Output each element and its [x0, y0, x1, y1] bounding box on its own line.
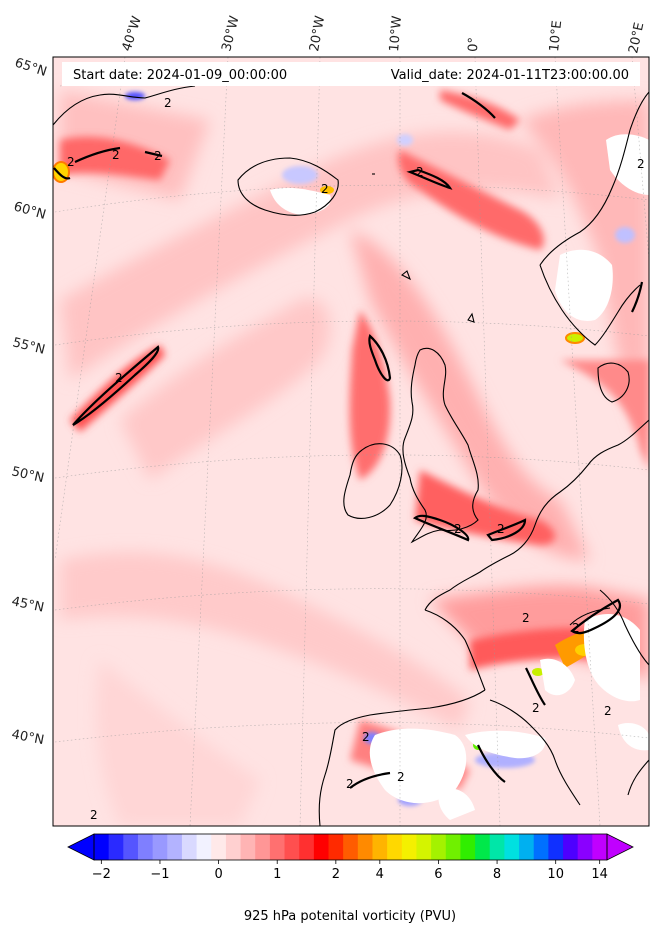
terrain-mask: [270, 134, 649, 820]
colorbar-tick-label: 2: [332, 867, 340, 882]
lat-label: 60°N: [12, 199, 48, 222]
colorbar-tick-label: 4: [376, 867, 384, 882]
contour-label: 2: [522, 611, 530, 625]
lat-label: 40°N: [10, 727, 45, 748]
lat-label: 65°N: [13, 56, 49, 80]
colorbar-cell: [225, 834, 242, 860]
colorbar-cell: [328, 834, 344, 860]
colorbar-cell: [137, 834, 154, 860]
colorbar-frame: [93, 833, 608, 861]
colorbar-tick-label: 10: [547, 867, 564, 882]
colorbar-extend-min: [67, 833, 95, 861]
contour-label: 2: [497, 522, 505, 536]
contour-label: 2: [637, 157, 645, 171]
colorbar-cell: [548, 834, 564, 860]
colorbar-cell: [460, 834, 476, 860]
colorbar-tick-label: 0: [214, 867, 222, 882]
colorbar-cell: [269, 834, 286, 860]
colorbar-cell: [416, 834, 432, 860]
colorbar-cell: [401, 834, 417, 860]
colorbar-cell: [372, 834, 388, 860]
colorbar: −2 −1 0 1 2 4 6 8 10 14 925 hPa potenital vortici…: [67, 833, 634, 924]
lat-label: 50°N: [10, 464, 45, 486]
colorbar-cell: [211, 834, 227, 860]
colorbar-cell: [196, 834, 212, 860]
lon-label: 20°E: [626, 21, 647, 55]
lon-label: 40°W: [120, 14, 145, 53]
colorbar-cell: [504, 834, 520, 860]
colorbar-tick-label: 1: [273, 867, 281, 882]
colorbar-cell: [240, 834, 256, 860]
colorbar-cell: [592, 834, 608, 860]
contour-label: 2: [362, 730, 370, 744]
colorbar-cells: [94, 834, 608, 860]
lon-label: 10°W: [387, 15, 405, 52]
contour-label: 2: [397, 770, 405, 784]
colorbar-cell: [387, 834, 403, 860]
contour-label: 2: [90, 808, 98, 822]
colorbar-tick-label: 8: [493, 867, 501, 882]
coastlines: [53, 69, 649, 826]
colorbar-tick-label: 14: [591, 867, 608, 882]
lon-label: 30°W: [219, 14, 242, 53]
lat-label: 55°N: [11, 335, 46, 357]
colorbar-cell: [94, 834, 110, 860]
colorbar-tick-label: 6: [434, 867, 442, 882]
colorbar-cell: [533, 834, 549, 860]
colorbar-cell: [299, 834, 315, 860]
start-date-label: Start date: 2024-01-09_00:00:00: [73, 68, 287, 83]
contour-label: 2: [454, 522, 462, 536]
contour-label: 2: [115, 371, 123, 385]
colorbar-cell: [284, 834, 300, 860]
colorbar-cell: [108, 834, 124, 860]
colorbar-cell: [489, 834, 505, 860]
contour-label: 2: [164, 96, 172, 110]
colorbar-label: 925 hPa potenital vorticity (PVU): [244, 909, 456, 924]
map-panel: 2 2 2 2 2 2 2 2 2 2 2 2 2 2 2 2 2 2 Star…: [53, 57, 649, 826]
lon-label: 20°W: [307, 15, 328, 53]
colorbar-cell: [123, 834, 139, 860]
contour-label: 2: [416, 165, 424, 179]
contour-label: 2: [532, 701, 540, 715]
contour-label: 2: [67, 155, 75, 169]
colorbar-cell: [577, 834, 593, 860]
colorbar-cell: [475, 834, 491, 860]
colorbar-cell: [343, 834, 359, 860]
colorbar-cell: [445, 834, 461, 860]
pv-contours: [53, 92, 644, 789]
colorbar-cell: [519, 834, 535, 860]
longitude-labels: 40°W 30°W 20°W 10°W 0° 10°E 20°E: [120, 14, 648, 55]
colorbar-extend-max: [606, 833, 634, 861]
colorbar-cell: [167, 834, 183, 860]
header-box: [62, 62, 640, 86]
contour-label: 2: [321, 182, 329, 196]
colorbar-ticks: −2 −1 0 1 2 4 6 8 10 14: [92, 860, 608, 882]
map-frame: [52, 56, 650, 827]
colorbar-tick-label: −1: [150, 867, 169, 882]
colorbar-cell: [181, 834, 198, 860]
contour-label: 2: [112, 148, 120, 162]
valid-date-label: Valid_date: 2024-01-11T23:00:00.00: [391, 68, 629, 83]
colorbar-cell: [313, 834, 330, 860]
contour-label: 2: [154, 149, 162, 163]
lon-label: 0°: [466, 37, 482, 52]
colorbar-cell: [255, 834, 271, 860]
colorbar-cell: [357, 834, 373, 860]
lon-label: 10°E: [547, 20, 565, 53]
contour-label: 2: [604, 704, 612, 718]
colorbar-cell: [152, 834, 168, 860]
contour-label-group: 2 2 2 2 2 2 2 2 2 2 2 2 2 2 2 2 2 2: [67, 96, 645, 822]
colorbar-cell: [563, 834, 579, 860]
colorbar-cell: [431, 834, 447, 860]
lat-label: 45°N: [10, 594, 45, 615]
contour-label: 2: [572, 621, 580, 635]
colorbar-tick-label: −2: [92, 867, 111, 882]
latitude-labels: 65°N 60°N 55°N 50°N 45°N 40°N: [10, 56, 48, 749]
contour-label: 2: [346, 777, 354, 791]
